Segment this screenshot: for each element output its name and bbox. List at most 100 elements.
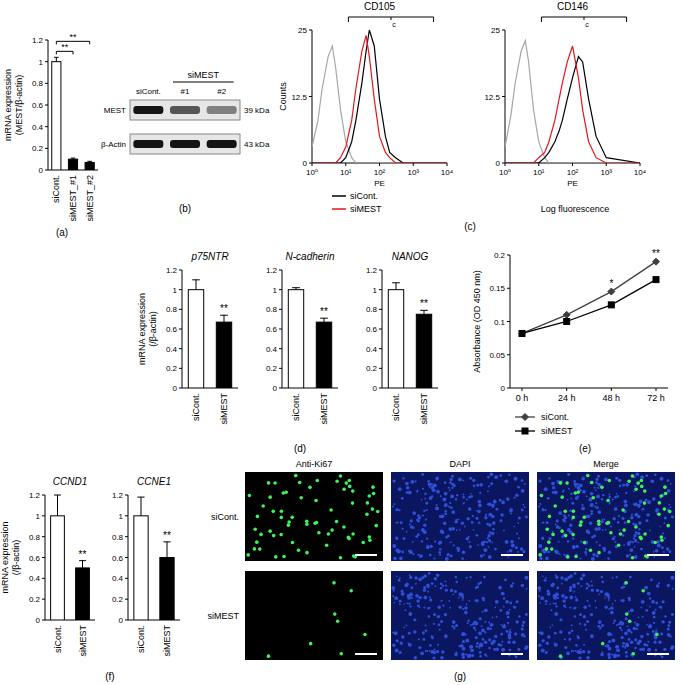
nucleus — [421, 576, 424, 579]
y-tick-label: 0.6 — [29, 554, 41, 563]
y-tick — [42, 536, 45, 537]
nucleus — [636, 623, 640, 627]
nucleus — [624, 632, 628, 636]
nucleus — [647, 500, 651, 504]
nucleus — [517, 486, 519, 488]
nucleus — [656, 584, 659, 587]
nucleus — [596, 506, 599, 509]
bar — [85, 162, 94, 170]
nucleus — [426, 509, 428, 511]
nucleus — [524, 506, 526, 508]
nucleus — [418, 646, 421, 649]
nucleus — [499, 474, 502, 477]
nucleus — [597, 475, 600, 478]
nucleus — [542, 639, 545, 642]
x-tick — [640, 163, 641, 166]
ki67-cell — [566, 555, 570, 559]
nucleus — [579, 613, 582, 616]
nucleus — [518, 615, 520, 617]
nucleus — [475, 629, 477, 631]
nucleus — [511, 544, 515, 548]
x-tick-label: siCont. — [391, 393, 401, 421]
nucleus — [569, 509, 571, 511]
nucleus — [522, 550, 525, 553]
nucleus — [661, 546, 664, 549]
nucleus — [450, 541, 452, 543]
nucleus — [593, 534, 596, 537]
nucleus — [591, 584, 593, 586]
ki67-cell — [643, 501, 647, 505]
nucleus — [488, 485, 490, 487]
nucleus — [421, 473, 424, 476]
nucleus — [418, 596, 421, 599]
ki67-cell — [641, 589, 645, 593]
nucleus — [614, 536, 616, 538]
y-tick — [502, 30, 505, 31]
nucleus — [538, 595, 540, 597]
nucleus — [608, 640, 611, 643]
marker — [653, 277, 659, 283]
nucleus — [545, 651, 548, 654]
ki67-cell — [636, 481, 640, 485]
nucleus — [491, 532, 495, 536]
nucleus — [558, 541, 560, 543]
nucleus — [578, 650, 582, 654]
nucleus — [569, 638, 572, 641]
nucleus — [481, 629, 485, 633]
ki67-cell — [287, 523, 291, 527]
nucleus — [429, 598, 432, 601]
significance: ** — [79, 549, 87, 560]
nucleus — [518, 486, 520, 488]
nucleus — [542, 522, 544, 524]
nucleus — [567, 499, 569, 501]
nucleus — [660, 632, 663, 635]
nucleus — [434, 585, 436, 587]
nucleus — [498, 586, 502, 590]
nucleus — [562, 519, 564, 521]
bars — [134, 497, 174, 620]
nucleus — [401, 635, 404, 638]
nucleus — [608, 656, 611, 659]
ki67-cell — [308, 486, 312, 490]
nucleus — [479, 483, 483, 487]
nucleus — [619, 627, 622, 630]
nucleus — [596, 541, 598, 543]
ki67-cell — [631, 556, 635, 560]
nucleus — [502, 624, 506, 628]
nucleus — [499, 519, 502, 522]
y-tick-label: 1 — [39, 58, 44, 67]
ki67-cell — [589, 548, 593, 552]
nucleus — [495, 600, 499, 604]
ki67-cell — [617, 543, 621, 547]
nucleus — [406, 602, 408, 604]
ki67-cell — [565, 481, 569, 485]
nucleus — [429, 496, 433, 500]
bar — [134, 516, 148, 620]
nucleus — [484, 641, 488, 645]
nucleus — [493, 648, 496, 651]
nucleus — [425, 625, 427, 627]
nucleus — [512, 582, 514, 584]
ki67-cell — [339, 474, 343, 478]
nucleus — [542, 537, 544, 539]
nucleus — [614, 541, 616, 543]
nucleus — [448, 600, 450, 602]
nucleus — [416, 519, 418, 521]
nucleus — [482, 599, 485, 602]
nucleus — [487, 627, 490, 630]
nucleus — [484, 631, 486, 633]
nucleus — [472, 623, 475, 626]
nucleus — [514, 606, 517, 609]
nucleus — [567, 540, 569, 542]
ki67-cell — [363, 633, 367, 637]
nucleus — [521, 479, 524, 482]
y-tick-label: 25 — [491, 26, 500, 35]
nucleus — [484, 653, 487, 656]
nucleus — [628, 599, 631, 602]
nucleus — [488, 638, 491, 641]
nucleus — [613, 654, 617, 658]
nucleus — [481, 625, 483, 627]
histogram-line — [505, 57, 640, 163]
nucleus — [515, 600, 518, 603]
nucleus — [649, 530, 651, 532]
